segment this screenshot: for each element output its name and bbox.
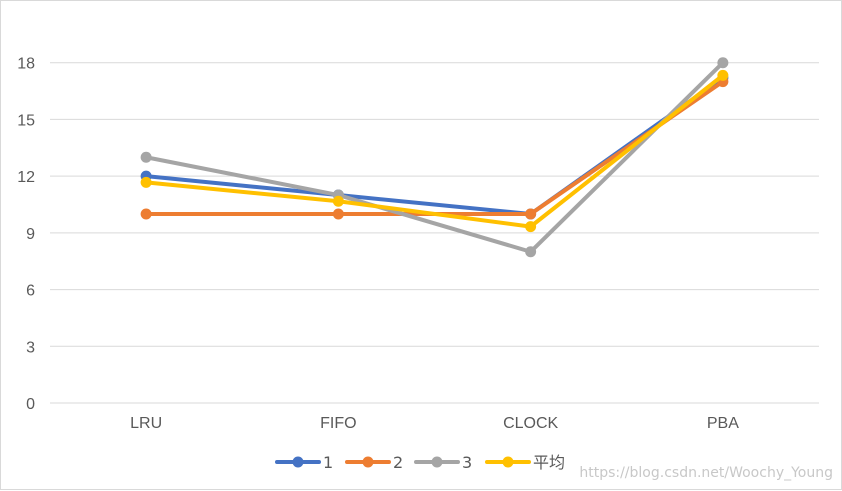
- y-tick-label: 12: [17, 169, 35, 186]
- legend-item: 3: [414, 453, 472, 472]
- y-tick-label: 15: [17, 112, 35, 129]
- data-point-series-3: [332, 195, 344, 207]
- x-tick-label: CLOCK: [503, 415, 558, 432]
- y-tick-label: 9: [26, 226, 35, 243]
- data-point-series-2: [525, 246, 537, 258]
- legend-swatch-marker: [362, 456, 374, 468]
- data-point-series-3: [140, 176, 152, 188]
- watermark-text: https://blog.csdn.net/Woochy_Young: [579, 465, 833, 481]
- data-point-series-1: [332, 208, 344, 220]
- y-tick-label: 6: [26, 283, 35, 300]
- y-tick-label: 3: [26, 339, 35, 356]
- legend-label: 2: [393, 453, 403, 472]
- series-line-2: [144, 60, 725, 254]
- x-tick-label: FIFO: [320, 415, 356, 432]
- legend-item: 2: [345, 453, 403, 472]
- gridlines: [50, 62, 819, 404]
- data-point-series-1: [525, 208, 537, 220]
- legend-item: 平均: [485, 453, 565, 472]
- data-point-series-2: [140, 151, 152, 163]
- data-point-series-3: [525, 221, 537, 233]
- legend-swatch-marker: [292, 456, 304, 468]
- legend-label: 1: [323, 453, 333, 472]
- y-tick-label: 18: [17, 56, 35, 73]
- legend: 1 2 3 平均: [275, 453, 565, 472]
- series-lines: [140, 57, 729, 258]
- legend-swatch-marker: [431, 456, 443, 468]
- legend-label: 3: [462, 453, 472, 472]
- data-point-series-2: [717, 57, 729, 69]
- legend-label: 平均: [533, 453, 565, 472]
- data-point-series-1: [140, 208, 152, 220]
- legend-swatch-marker: [502, 456, 514, 468]
- axes: 0 3 6 9 12 15 18 LRU FIFO CLOCK PBA: [17, 56, 739, 432]
- x-tick-label: PBA: [707, 415, 739, 432]
- y-tick-label: 0: [26, 396, 35, 413]
- data-point-series-3: [717, 69, 729, 81]
- legend-item: 1: [275, 453, 333, 472]
- series-line-3: [144, 73, 725, 229]
- x-tick-label: LRU: [130, 415, 162, 432]
